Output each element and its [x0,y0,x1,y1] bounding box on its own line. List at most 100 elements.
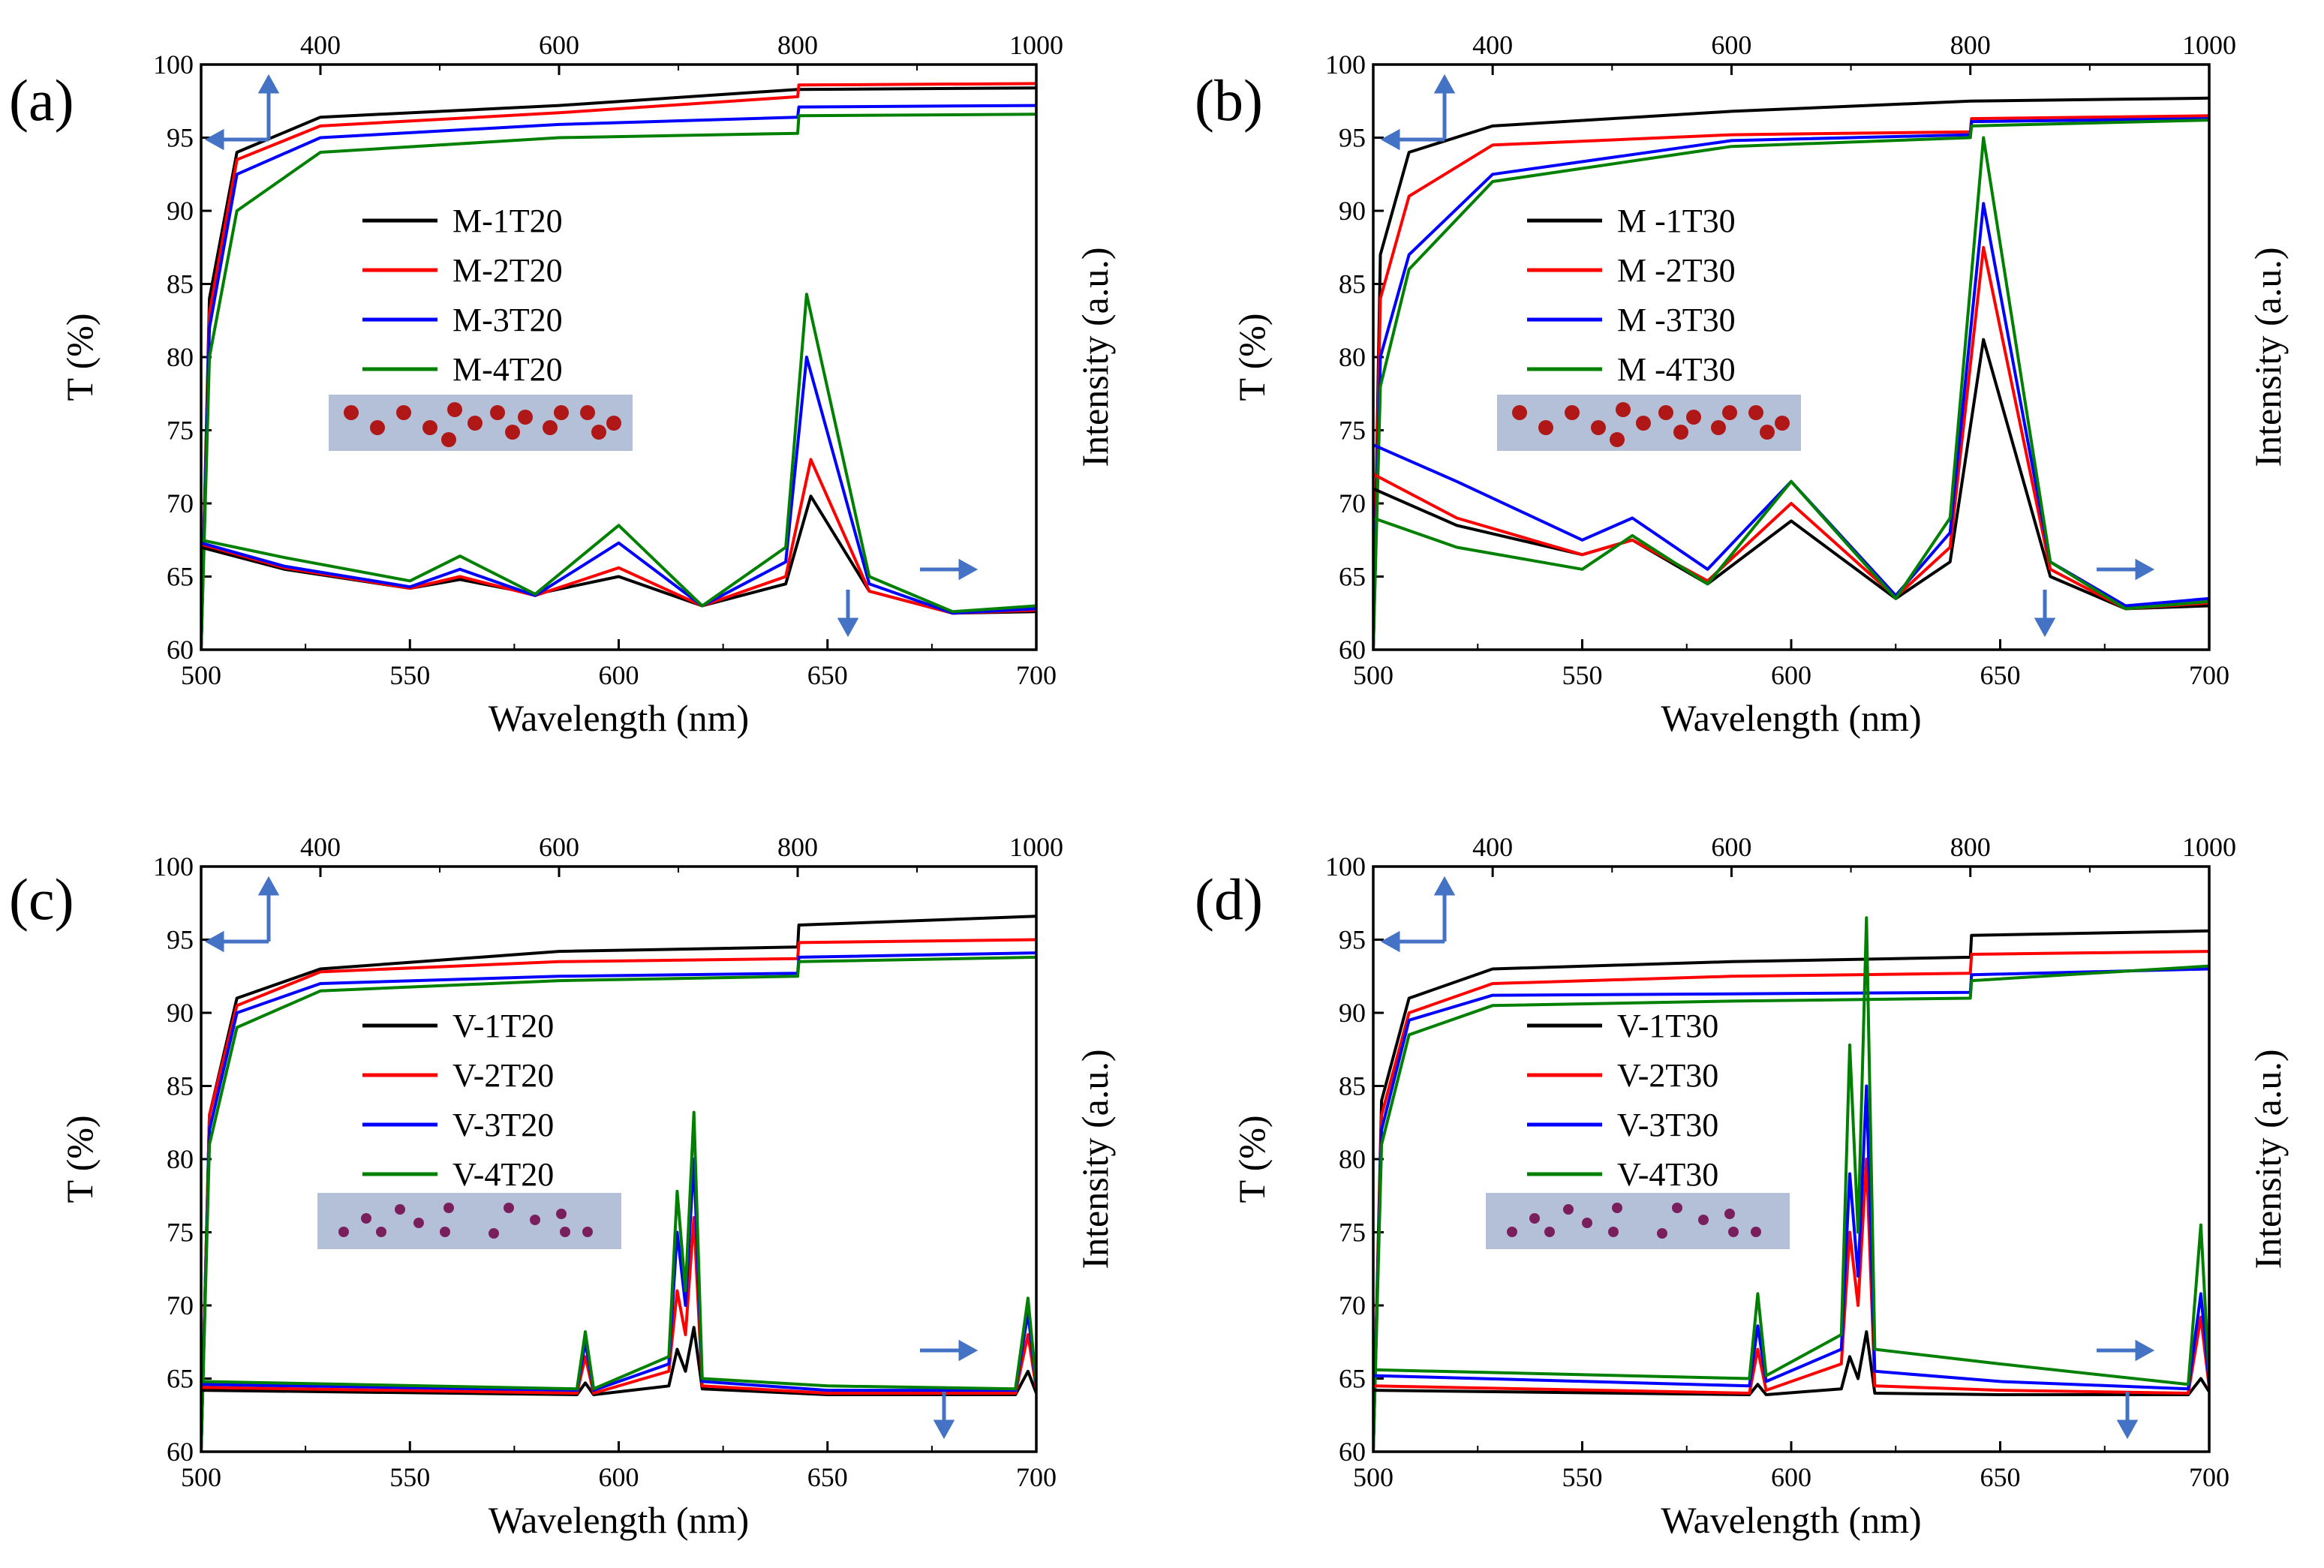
y-tick-label: 80 [167,1144,194,1174]
right-arrow-head [958,558,979,581]
left-arrow-head [204,930,224,953]
inset-particle [344,405,359,420]
panel-label: (a) [9,68,74,133]
up-arrow-head [1433,74,1456,94]
legend-label: V-1T20 [452,1008,554,1044]
legend-label: M -3T30 [1617,302,1736,338]
top-x-tick-label: 400 [300,30,341,60]
inset-particle [447,402,462,417]
y-tick-label: 95 [167,925,194,955]
transmittance-line-2 [201,82,1036,650]
emission-line-4 [201,293,1036,614]
inset-particle [338,1227,349,1237]
x-tick-label: 650 [807,660,848,690]
y-tick-label: 80 [1339,342,1366,372]
y-tick-label: 75 [1339,416,1366,446]
x-tick-label: 650 [807,1462,848,1492]
inset-particle [1672,1203,1682,1213]
y-tick-label: 95 [1339,925,1366,955]
transmittance-line-4 [201,113,1036,650]
emission-line-2 [201,1216,1036,1395]
top-x-tick-label: 800 [1950,832,1991,862]
y-tick-label: 70 [1339,1290,1366,1320]
x-tick-label: 500 [1353,660,1393,690]
series-group [201,915,1036,1452]
inset-particle [376,1227,386,1237]
inset-particle [1608,1227,1619,1237]
inset-particle [505,425,520,440]
inset-particle [422,420,437,435]
inset-particle [443,1203,454,1213]
y-tick-label: 70 [1339,488,1366,518]
chart-panel-b: (b) 500 550 600 650 700 400 600 800 1000 60 65 70 75 8… [1195,30,2289,739]
transmittance-line-1 [1373,96,2209,650]
inset-particle [440,1227,450,1237]
inset-particle [580,405,595,420]
transmittance-line-1 [201,915,1036,1452]
y-tick-label: 90 [167,998,194,1028]
x-axis-label: Wavelength (nm) [489,697,749,739]
inset-particle [1512,405,1527,420]
plot-frame [1372,865,2211,1453]
legend-label: V-3T30 [1617,1107,1718,1143]
inset-particle [518,410,533,425]
y-tick-label: 90 [1339,196,1366,226]
inset-particle [1582,1218,1592,1228]
plot-frame [200,865,1038,1453]
inset-particle [1658,405,1673,420]
legend-label: M -4T30 [1617,351,1736,388]
x-tick-label: 700 [2189,660,2229,690]
legend-label: M-3T20 [452,302,563,338]
x-tick-label: 600 [599,1462,639,1492]
x-tick-label: 650 [1980,660,2021,690]
inset-particle [554,405,569,420]
inset-particle [1673,425,1688,440]
y-tick-label: 95 [1339,123,1366,153]
emission-line-3 [1373,1084,2209,1391]
y-tick-label: 100 [1325,50,1366,80]
inset-particle [1760,425,1775,440]
legend-label: V-1T30 [1617,1008,1718,1044]
inset-particle [490,405,505,420]
y-tick-label: 60 [167,635,194,665]
series-group [201,82,1036,650]
top-x-tick-label: 800 [1950,30,1991,60]
legend-label: V-3T20 [452,1107,554,1143]
top-x-tick-label: 600 [1711,30,1751,60]
down-arrow-head [2116,1419,2139,1440]
x-tick-label: 700 [1016,1462,1057,1492]
transmittance-line-3 [1373,967,2209,1452]
panel-label: (d) [1195,867,1263,932]
x-tick-label: 550 [389,1462,430,1492]
inset-particle [1563,1204,1574,1215]
legend-label: V-2T20 [452,1057,554,1094]
y-tick-label: 70 [167,1290,194,1320]
x-tick-label: 550 [1562,660,1603,690]
inset-particle [1698,1215,1709,1225]
y-tick-label: 60 [167,1437,194,1467]
top-x-tick-label: 800 [777,832,818,862]
chart-panel-a: (a) 500 550 600 650 700 400 600 800 1000 60 65 70 75 8… [9,30,1116,739]
y-tick-label: 90 [1339,998,1366,1028]
left-arrow-head [204,128,224,151]
guide-arrows [1380,876,2155,1440]
left-arrow-head [1380,930,1400,953]
x-tick-label: 500 [1353,1462,1393,1492]
up-arrow-head [257,876,280,896]
emission-line-4 [1373,136,2209,611]
y-tick-label: 60 [1339,1437,1366,1467]
legend-label: M-4T20 [452,351,563,388]
up-arrow-head [1433,876,1456,896]
y-tick-label: 65 [167,1364,194,1394]
y-tick-label: 65 [167,562,194,592]
inset-particle [504,1203,514,1213]
x-tick-label: 500 [181,660,221,690]
transmittance-line-3 [1373,117,2209,650]
x-tick-label: 700 [1016,660,1057,690]
y-axis-label-left: T (%) [1231,313,1273,401]
y-tick-label: 80 [1339,1144,1366,1174]
inset-particle [413,1218,424,1228]
inset-particle [361,1213,371,1224]
x-tick-label: 650 [1980,1462,2021,1492]
